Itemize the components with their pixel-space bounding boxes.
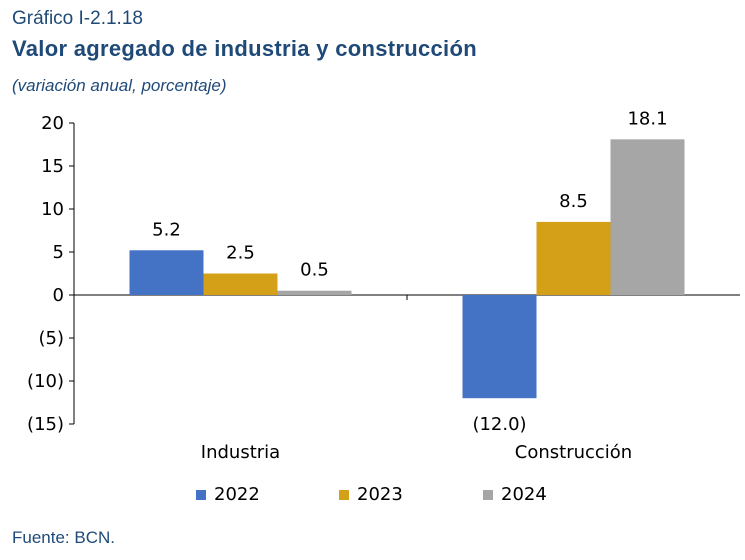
- chart-title: Valor agregado de industria y construcci…: [12, 36, 477, 61]
- data-label: 2.5: [226, 243, 255, 264]
- chart-label: Gráfico I-2.1.18: [12, 8, 143, 29]
- category-label: Construcción: [515, 442, 632, 463]
- y-tick-label: (15): [27, 414, 64, 435]
- y-tick-label: 5: [53, 242, 64, 263]
- y-tick-label: (5): [39, 328, 65, 349]
- data-label: 0.5: [300, 260, 329, 281]
- legend-label: 2024: [501, 484, 547, 505]
- data-label: 8.5: [559, 191, 588, 212]
- chart-subtitle: (variación anual, porcentaje): [12, 76, 227, 95]
- legend-label: 2023: [357, 484, 403, 505]
- legend-label: 2022: [214, 484, 260, 505]
- source-note: Fuente: BCN.: [12, 528, 115, 547]
- bar-2022-1: [462, 295, 537, 399]
- data-label: 5.2: [152, 219, 181, 240]
- y-tick-label: (10): [27, 371, 64, 392]
- data-label: (12.0): [472, 414, 526, 435]
- bar-chart: 20 15 10 5 0 (5) (10) (15) 5.2 2.5 0.5 Industria (12…: [27, 108, 740, 463]
- legend-swatch: [483, 489, 493, 500]
- legend: 2022 2023 2024: [0, 484, 745, 512]
- legend-item-2023: 2023: [339, 484, 403, 505]
- data-label: 18.1: [627, 108, 667, 129]
- bar-2023-1: [536, 221, 611, 295]
- legend-swatch: [196, 489, 206, 500]
- bar-2024-1: [610, 139, 685, 295]
- y-tick-label: 10: [41, 199, 64, 220]
- bar-2022-0: [129, 250, 204, 295]
- legend-item-2022: 2022: [196, 484, 260, 505]
- y-tick-label: 15: [41, 156, 64, 177]
- y-tick-label: 20: [41, 113, 64, 134]
- legend-item-2024: 2024: [483, 484, 547, 505]
- legend-swatch: [339, 489, 349, 500]
- bar-2023-0: [203, 273, 278, 295]
- y-tick-label: 0: [53, 285, 64, 306]
- category-label: Industria: [201, 442, 280, 463]
- bar-2024-0: [277, 290, 352, 295]
